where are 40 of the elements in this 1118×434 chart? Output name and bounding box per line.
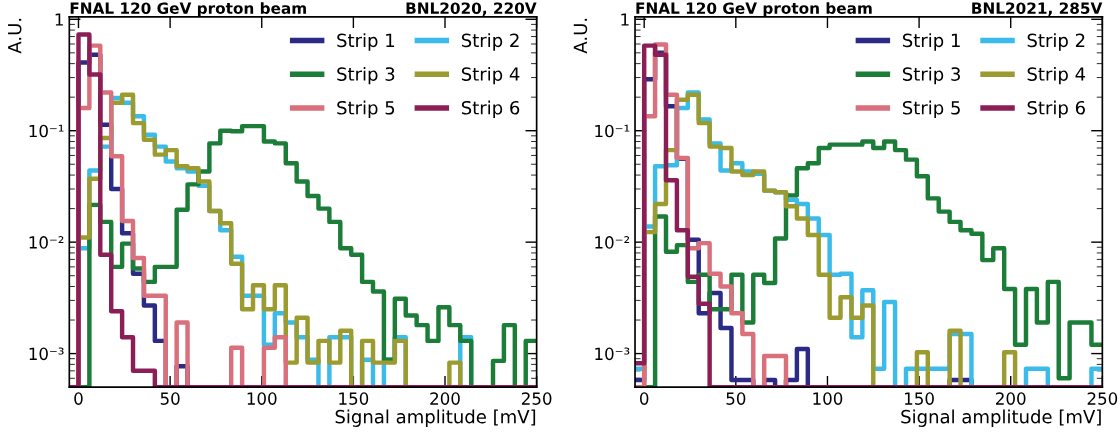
legend-label: Strip 1: [337, 33, 395, 51]
x-tick-label: 150: [905, 392, 934, 405]
y-axis-title: A.U.: [8, 18, 22, 54]
legend-label: Strip 6: [1027, 100, 1085, 119]
legend-label: Strip 2: [1027, 33, 1085, 51]
chart-title: FNAL 120 GeV proton beam: [70, 2, 306, 17]
y-tick-label: 10⁻²: [29, 236, 64, 249]
legend-label: Strip 3: [902, 66, 960, 85]
legend-label: Strip 2: [461, 33, 519, 51]
legend-label: Strip 1: [902, 33, 960, 51]
x-tick-label: 0: [74, 392, 83, 405]
y-tick-label: 10⁻¹: [595, 124, 630, 138]
x-axis-title: Signal amplitude [mV]: [335, 409, 536, 427]
y-tick-label: 10⁻²: [595, 236, 630, 249]
x-tick-label: 100: [813, 392, 843, 405]
x-axis-title: Signal amplitude [mV]: [901, 409, 1101, 427]
chart-subtitle: BNL2021, 285V: [972, 2, 1103, 16]
legend-label: Strip 4: [1027, 66, 1086, 85]
x-tick-label: 100: [247, 392, 277, 405]
y-axis-title: A.U.: [573, 18, 588, 54]
x-tick-label: 200: [430, 392, 460, 405]
x-tick-label: 250: [521, 392, 552, 405]
x-tick-label: 0: [639, 392, 649, 405]
x-tick-label: 200: [996, 392, 1026, 405]
legend-label: Strip 4: [461, 66, 520, 85]
y-tick-label: 1: [55, 13, 63, 26]
y-tick-label: 10⁻¹: [29, 124, 64, 138]
y-tick-label: 10⁻³: [29, 347, 64, 361]
x-tick-label: 150: [339, 392, 369, 405]
x-tick-label: 50: [726, 392, 746, 405]
chart-subtitle: BNL2020, 220V: [406, 2, 537, 16]
chart-title: FNAL 120 GeV proton beam: [636, 2, 872, 17]
y-tick-label: 10⁻³: [595, 347, 630, 361]
x-tick-label: 50: [160, 392, 180, 405]
x-tick-label: 250: [1087, 392, 1118, 405]
legend-label: Strip 5: [902, 100, 960, 119]
legend-label: Strip 5: [337, 100, 395, 119]
legend-label: Strip 3: [337, 66, 395, 85]
legend-label: Strip 6: [461, 100, 520, 119]
y-tick-label: 1: [621, 13, 629, 26]
